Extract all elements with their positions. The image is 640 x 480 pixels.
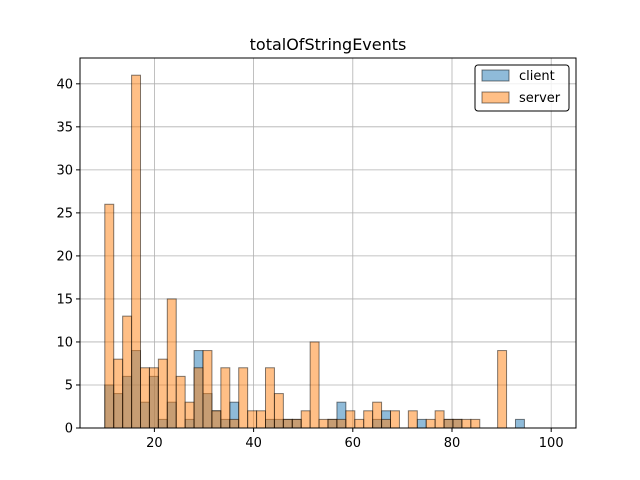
y-tick-label: 0 [65, 422, 73, 437]
bar-server [211, 410, 222, 429]
bar-server [282, 418, 293, 429]
bar-server [381, 418, 391, 429]
bar-server [247, 410, 258, 429]
bar-server [443, 418, 454, 429]
y-tick-label: 30 [56, 163, 73, 178]
bar-server [148, 367, 159, 429]
bar-server [461, 418, 472, 429]
bar-server [363, 410, 374, 429]
bar-server [140, 367, 150, 429]
bar-server [265, 367, 275, 429]
bar-server [336, 418, 347, 429]
bar-server [389, 410, 400, 429]
bar-server [434, 410, 445, 429]
bar-server [497, 350, 508, 429]
legend-label-client: client [519, 69, 555, 84]
bar-server [122, 315, 133, 429]
legend-swatch-server [481, 91, 510, 104]
bar-server [300, 410, 311, 429]
bar-server [220, 367, 231, 429]
x-tick-label: 20 [146, 436, 163, 451]
bar-server [354, 418, 365, 429]
bar-server [327, 418, 338, 429]
bar-server [372, 401, 383, 429]
bar-server [470, 418, 481, 429]
chart-title: totalOfStringEvents [250, 35, 407, 54]
bar-server [229, 418, 240, 429]
bar-server [256, 410, 267, 429]
bar-server [345, 410, 356, 429]
x-tick-label: 40 [245, 436, 262, 451]
bar-server [175, 375, 186, 429]
bar-server [166, 298, 177, 429]
x-tick-label: 80 [444, 436, 461, 451]
bar-server [273, 393, 284, 429]
bar-server [104, 203, 115, 429]
y-tick-label: 5 [65, 378, 73, 393]
x-tick-label: 60 [345, 436, 362, 451]
y-tick-label: 35 [56, 120, 73, 135]
bar-client [416, 418, 427, 429]
bar-server [318, 418, 329, 429]
y-tick-label: 10 [56, 335, 73, 350]
bar-server [309, 341, 320, 429]
bar-server [452, 418, 463, 429]
y-tick-label: 40 [56, 77, 73, 92]
bar-server [131, 74, 142, 429]
legend: client server [474, 64, 570, 112]
bar-server [193, 367, 204, 429]
bar-server [113, 358, 124, 429]
y-tick-label: 15 [56, 292, 73, 307]
y-tick-label: 25 [56, 206, 73, 221]
bar-client [514, 418, 525, 429]
bar-server [157, 358, 168, 429]
bar-server [425, 418, 436, 429]
bar-server [291, 418, 302, 429]
x-axis: 20 40 60 80 100 [146, 428, 564, 451]
y-axis: 0 5 10 15 20 25 30 35 40 [56, 77, 80, 437]
legend-label-server: server [519, 91, 561, 106]
bar-server [184, 401, 195, 429]
y-tick-label: 20 [56, 249, 73, 264]
bar-server [238, 367, 249, 429]
bar-server [407, 410, 418, 429]
x-tick-label: 100 [539, 436, 564, 451]
plot-frame [79, 57, 577, 429]
legend-swatch-client [481, 69, 510, 82]
bar-server [202, 350, 213, 429]
